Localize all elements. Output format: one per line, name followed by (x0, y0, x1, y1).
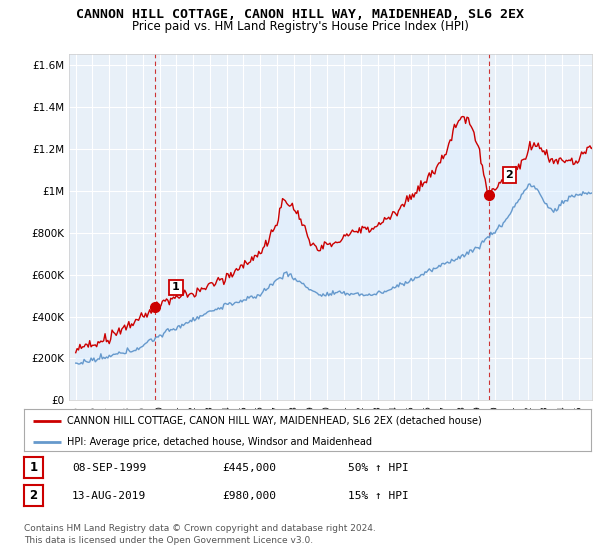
Text: £445,000: £445,000 (222, 463, 276, 473)
Text: 50% ↑ HPI: 50% ↑ HPI (348, 463, 409, 473)
Text: 1: 1 (29, 461, 38, 474)
Text: 13-AUG-2019: 13-AUG-2019 (72, 491, 146, 501)
Text: Contains HM Land Registry data © Crown copyright and database right 2024.
This d: Contains HM Land Registry data © Crown c… (24, 524, 376, 545)
Text: 2: 2 (29, 489, 38, 502)
Text: 2: 2 (505, 170, 513, 180)
Text: 1: 1 (172, 282, 180, 292)
Text: CANNON HILL COTTAGE, CANON HILL WAY, MAIDENHEAD, SL6 2EX: CANNON HILL COTTAGE, CANON HILL WAY, MAI… (76, 8, 524, 21)
Text: HPI: Average price, detached house, Windsor and Maidenhead: HPI: Average price, detached house, Wind… (67, 437, 371, 446)
Text: 08-SEP-1999: 08-SEP-1999 (72, 463, 146, 473)
Text: 15% ↑ HPI: 15% ↑ HPI (348, 491, 409, 501)
Text: CANNON HILL COTTAGE, CANON HILL WAY, MAIDENHEAD, SL6 2EX (detached house): CANNON HILL COTTAGE, CANON HILL WAY, MAI… (67, 416, 481, 426)
Text: £980,000: £980,000 (222, 491, 276, 501)
Text: Price paid vs. HM Land Registry's House Price Index (HPI): Price paid vs. HM Land Registry's House … (131, 20, 469, 32)
